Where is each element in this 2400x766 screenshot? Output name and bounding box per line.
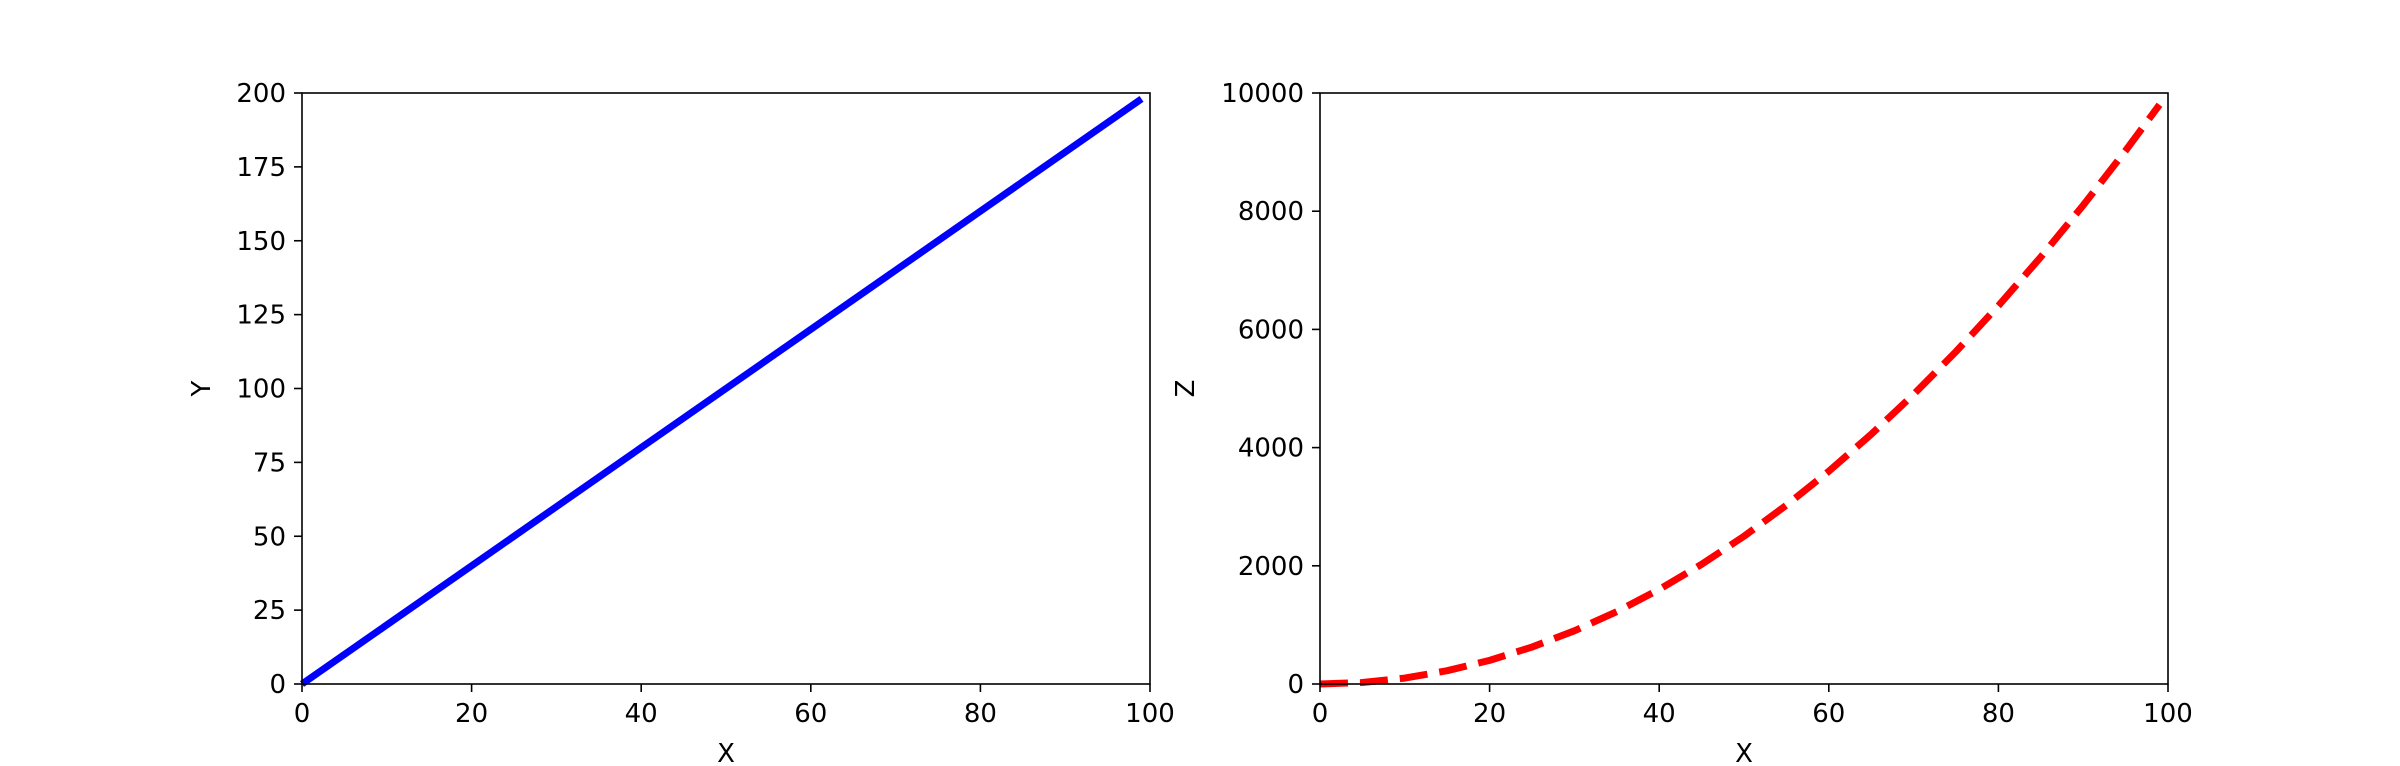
x-tick-label: 80 xyxy=(1982,699,2015,729)
x-tick-label: 0 xyxy=(1312,699,1329,729)
x-tick-label: 20 xyxy=(1473,699,1506,729)
x-tick-label: 0 xyxy=(294,699,311,729)
x-tick-label: 60 xyxy=(1812,699,1845,729)
y-tick-label: 100 xyxy=(236,375,286,405)
x-axis-label: X xyxy=(717,739,735,766)
y-axis-label: Z xyxy=(1171,380,1201,398)
y-tick-label: 175 xyxy=(236,153,286,183)
series-line-0 xyxy=(1319,102,2163,688)
y-tick-label: 2000 xyxy=(1238,552,1304,582)
y-tick-label: 8000 xyxy=(1238,197,1304,227)
y-tick-label: 25 xyxy=(253,596,286,626)
x-tick-label: 60 xyxy=(794,699,827,729)
y-tick-label: 0 xyxy=(1287,670,1304,700)
plot-frame xyxy=(1319,92,2169,685)
x-tick-label: 40 xyxy=(625,699,658,729)
y-axis-label: Y xyxy=(187,380,217,397)
y-tick-label: 125 xyxy=(236,301,286,331)
x-axis-label: X xyxy=(1735,739,1753,766)
x-tick-label: 20 xyxy=(455,699,488,729)
x-tick-label: 80 xyxy=(964,699,997,729)
y-tick-label: 50 xyxy=(253,522,286,552)
chart-right: 0 20 40 60 80 100 0 2000 4000 6000 8000 10000 X Z xyxy=(1171,79,2193,766)
x-tick-label: 100 xyxy=(1125,699,1175,729)
y-tick-label: 150 xyxy=(236,227,286,257)
y-tick-label: 200 xyxy=(236,79,286,109)
y-tick-label: 75 xyxy=(253,448,286,478)
y-tick-label: 6000 xyxy=(1238,315,1304,345)
y-tick-label: 0 xyxy=(269,670,286,700)
x-tick-label: 40 xyxy=(1643,699,1676,729)
y-tick-label: 4000 xyxy=(1238,434,1304,464)
chart-left: 0 20 40 60 80 100 0 25 50 75 100 125 150 175 200 X Y xyxy=(187,79,1175,766)
x-tick-label: 100 xyxy=(2143,699,2193,729)
series-line-0 xyxy=(299,96,1144,687)
y-tick-label: 10000 xyxy=(1221,79,1304,109)
